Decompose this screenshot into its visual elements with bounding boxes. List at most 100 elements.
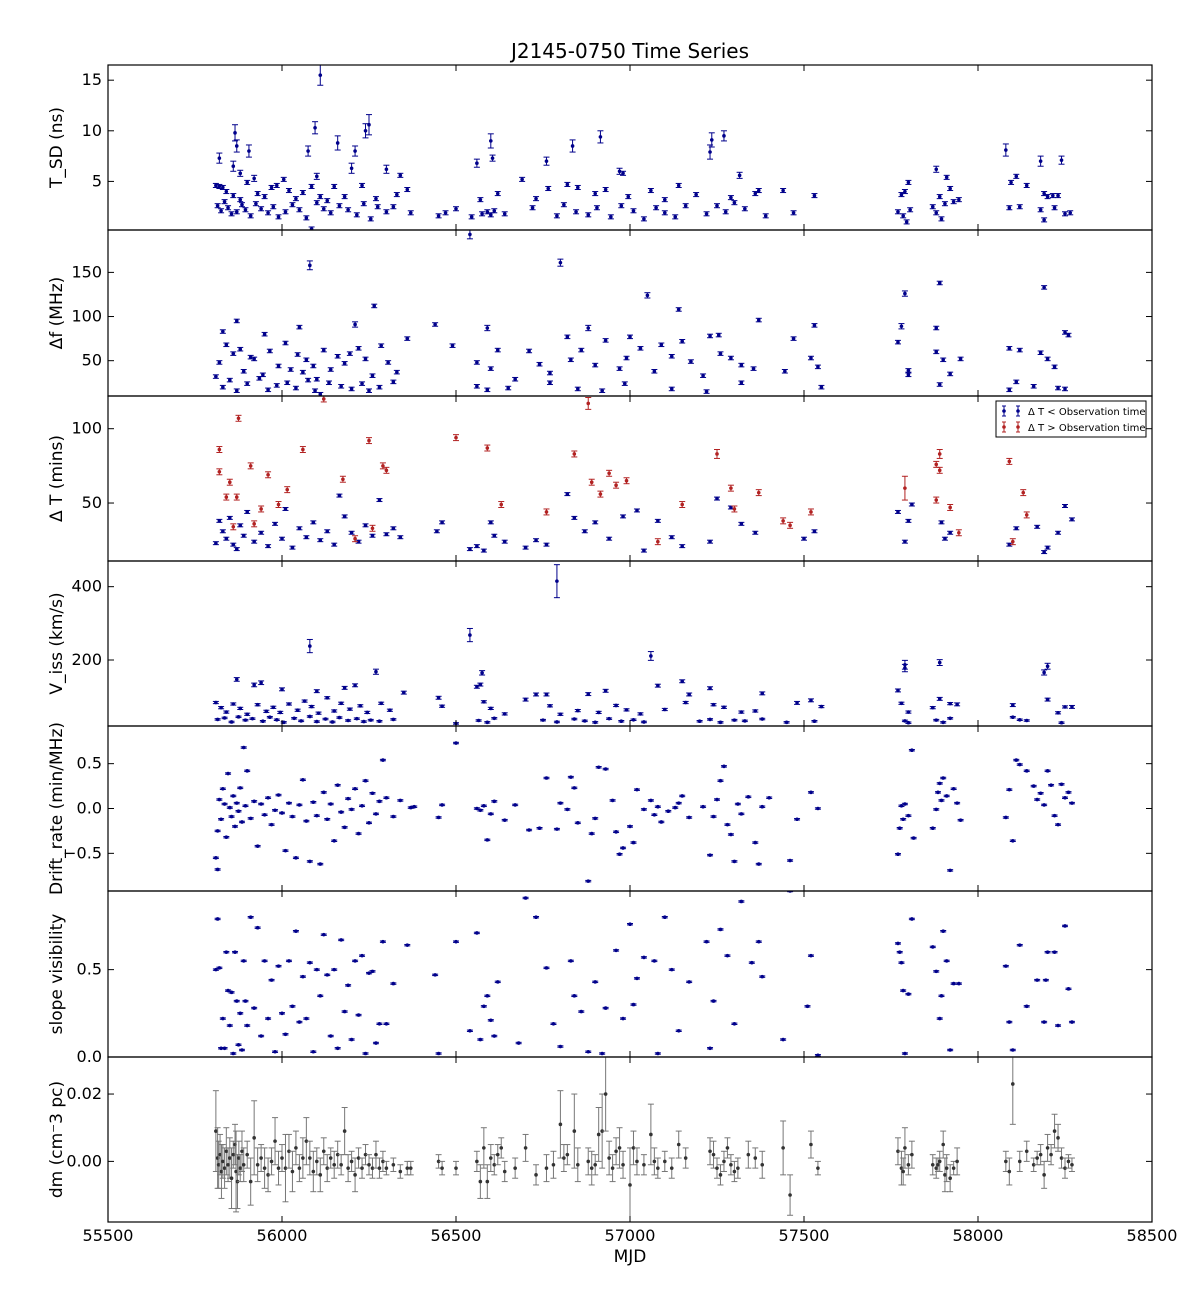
data-point (218, 1145, 224, 1199)
data-point (1062, 212, 1068, 216)
data-point (749, 961, 755, 965)
data-point (944, 175, 950, 179)
data-point (1065, 791, 1071, 795)
data-point (303, 535, 309, 539)
data-point (1069, 518, 1075, 522)
data-point (324, 973, 330, 977)
data-point (937, 782, 943, 786)
data-point (731, 201, 737, 205)
data-point (477, 683, 483, 687)
data-point (784, 721, 790, 725)
data-point (453, 435, 459, 441)
data-point (234, 547, 240, 551)
y-tick-label: 100 (71, 419, 102, 438)
data-point (363, 524, 369, 528)
data-point (738, 900, 744, 904)
data-point (1013, 174, 1019, 178)
data-point (390, 205, 396, 209)
x-axis-label: MJD (614, 1247, 647, 1267)
data-point (1013, 758, 1019, 762)
data-point (229, 720, 235, 724)
data-point (547, 381, 553, 385)
data-point (676, 183, 682, 187)
data-point (895, 340, 901, 344)
data-point (296, 803, 302, 807)
data-point (251, 521, 257, 527)
data-point (296, 1020, 302, 1024)
data-point (328, 211, 334, 215)
data-point (242, 718, 248, 722)
data-point (230, 194, 236, 198)
data-point (239, 203, 245, 207)
y-tick-label: 50 (82, 493, 102, 512)
data-point (361, 720, 367, 724)
data-point (630, 841, 636, 845)
data-point (488, 707, 494, 711)
data-point (1006, 1020, 1012, 1024)
data-point (338, 701, 344, 705)
data-point (669, 354, 675, 358)
data-point (704, 212, 710, 216)
data-point (543, 776, 549, 780)
x-tick-label: 58000 (953, 1226, 1004, 1245)
data-point (265, 472, 271, 478)
data-point (394, 193, 400, 197)
data-point (637, 712, 643, 716)
data-point (378, 701, 384, 705)
data-point (314, 968, 320, 972)
y-tick-label: 150 (71, 262, 102, 281)
y-axis-label: Drift_rate (min/MHz) (47, 722, 67, 895)
data-point (608, 215, 614, 219)
data-point (1003, 1151, 1009, 1171)
data-point (218, 706, 224, 710)
data-point (738, 381, 744, 385)
data-point (731, 718, 737, 722)
data-point (944, 959, 950, 963)
legend-label: Δ T < Observation time (1028, 407, 1146, 418)
data-point (366, 438, 372, 444)
data-point (236, 1043, 242, 1047)
data-point (383, 1161, 389, 1174)
data-point (662, 1151, 668, 1171)
data-point (491, 209, 497, 213)
data-point (255, 1148, 261, 1182)
data-point (309, 705, 315, 709)
data-point (717, 352, 723, 356)
data-point (390, 982, 396, 986)
y-tick-label: 0.0 (77, 799, 102, 818)
data-point (302, 699, 308, 703)
data-point (571, 451, 577, 457)
data-point (310, 364, 316, 368)
data-point (502, 212, 508, 216)
data-point (276, 502, 282, 508)
data-point (373, 812, 379, 816)
data-point (216, 447, 222, 453)
data-point (624, 708, 630, 712)
x-tick-label: 55500 (83, 1226, 134, 1245)
data-point (606, 717, 612, 721)
data-point (241, 369, 247, 373)
data-point (1024, 769, 1030, 773)
data-point (272, 1118, 278, 1165)
data-point (230, 352, 236, 356)
data-point (721, 1151, 727, 1171)
data-point (658, 343, 664, 347)
data-point (223, 710, 229, 714)
data-point (484, 1165, 490, 1199)
data-point (227, 479, 233, 485)
data-point (564, 182, 570, 186)
data-point (811, 194, 817, 198)
data-point (265, 544, 271, 548)
data-point (947, 717, 953, 721)
data-point (662, 211, 668, 215)
data-point (307, 639, 313, 652)
data-point (1013, 526, 1019, 530)
data-point (1048, 783, 1054, 787)
data-point (251, 800, 257, 804)
data-point (512, 803, 518, 807)
data-point (728, 356, 734, 360)
data-point (704, 390, 710, 394)
data-point (714, 798, 720, 802)
data-point (248, 1158, 254, 1205)
